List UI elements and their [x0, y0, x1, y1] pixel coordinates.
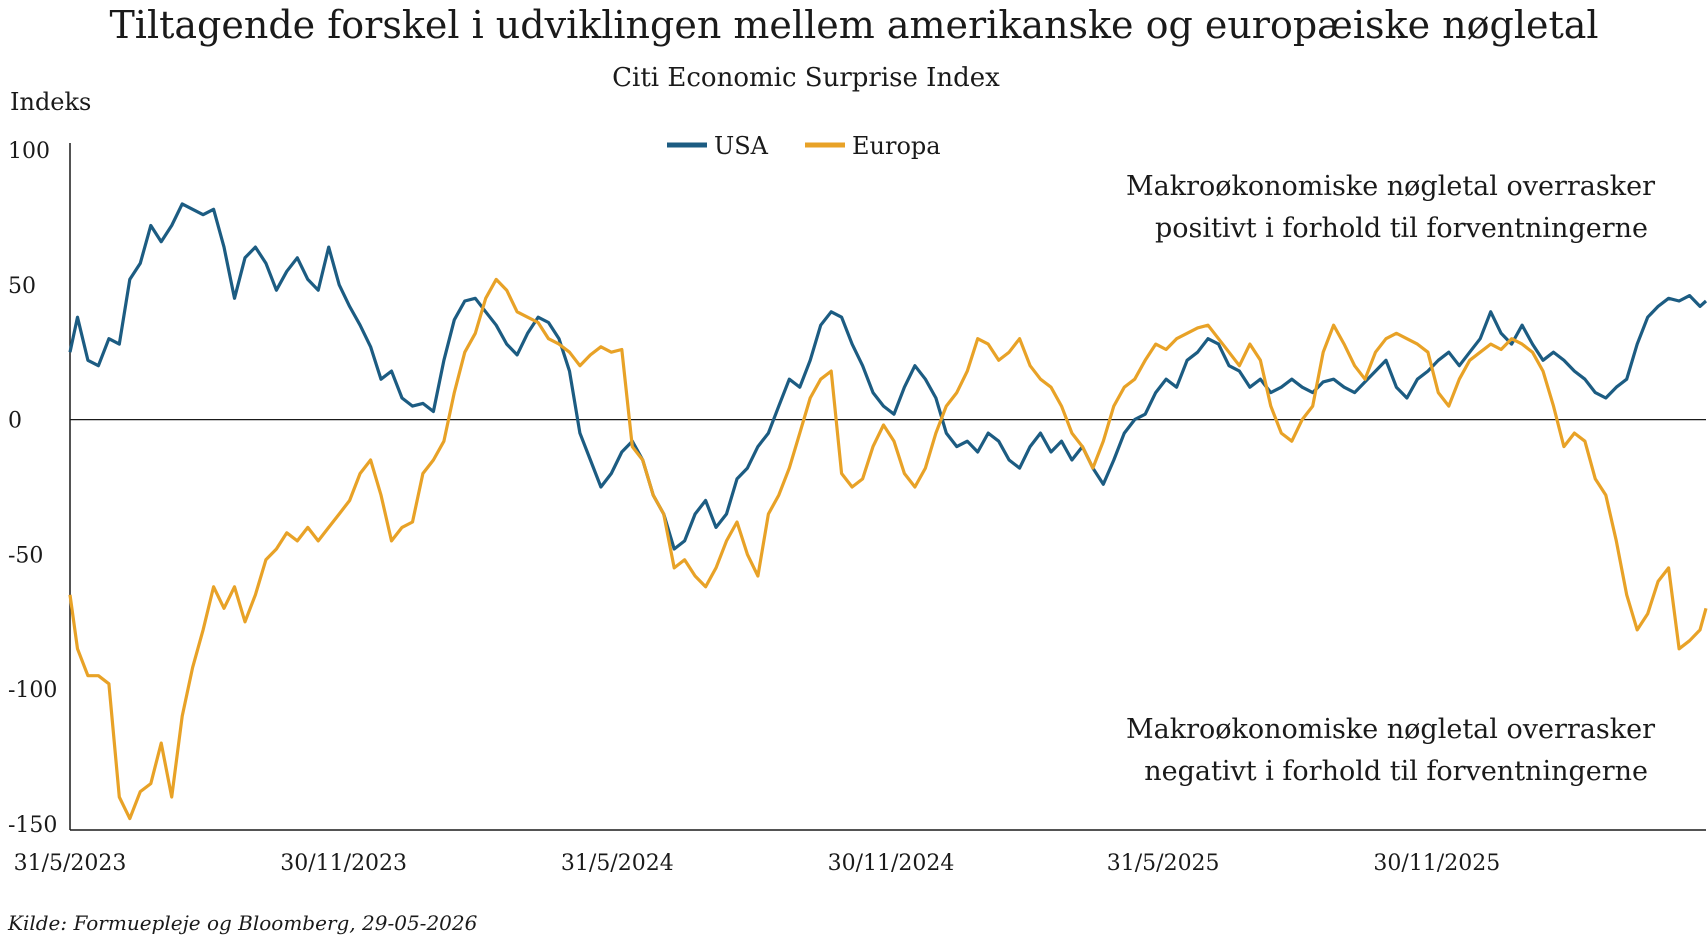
x-tick-label: 31/5/2023: [14, 851, 127, 876]
x-tick-label: 31/5/2024: [561, 851, 674, 876]
annotation-positive-line1: Makroøkonomiske nøgletal overrasker: [1126, 171, 1655, 202]
y-tick-label: -150: [8, 813, 57, 838]
series-layer: [68, 202, 1708, 821]
y-tick-label: 0: [8, 409, 22, 434]
chart-subtitle: Citi Economic Surprise Index: [612, 63, 1000, 93]
y-axis-label: Indeks: [10, 88, 91, 116]
annotation-positive: Makroøkonomiske nøgletal overrasker posi…: [1126, 171, 1655, 244]
x-tick-label: 31/5/2025: [1107, 851, 1220, 876]
y-tick-label: 100: [8, 139, 50, 164]
source-note: Kilde: Formuepleje og Bloomberg, 29-05-2…: [7, 911, 478, 935]
x-tick-label: 30/11/2025: [1373, 851, 1500, 876]
legend-label-usa: USA: [714, 132, 769, 160]
annotation-negative-line1: Makroøkonomiske nøgletal overrasker: [1126, 714, 1655, 745]
annotation-negative-line2: negativt i forhold til forventningerne: [1144, 756, 1648, 787]
y-axis-ticks: 100 50 0 -50 -100 -150: [8, 139, 57, 838]
chart-title: Tiltagende forskel i udviklingen mellem …: [109, 3, 1598, 47]
legend-item-usa: USA: [667, 132, 769, 160]
x-axis-ticks: 31/5/2023 30/11/2023 31/5/2024 30/11/2024 31…: [14, 851, 1501, 876]
legend-item-europa: Europa: [805, 132, 941, 160]
y-tick-label: 50: [8, 274, 36, 299]
y-tick-label: -100: [8, 678, 57, 703]
legend: USA Europa: [667, 132, 941, 160]
annotation-negative: Makroøkonomiske nøgletal overrasker nega…: [1126, 714, 1655, 787]
x-tick-label: 30/11/2024: [828, 851, 955, 876]
legend-label-europa: Europa: [852, 132, 941, 160]
annotation-positive-line2: positivt i forhold til forventningerne: [1155, 213, 1648, 244]
series-line-europa: [68, 277, 1708, 821]
y-tick-label: -50: [8, 543, 43, 568]
x-tick-label: 30/11/2023: [280, 851, 407, 876]
series-line-usa: [68, 202, 1708, 551]
